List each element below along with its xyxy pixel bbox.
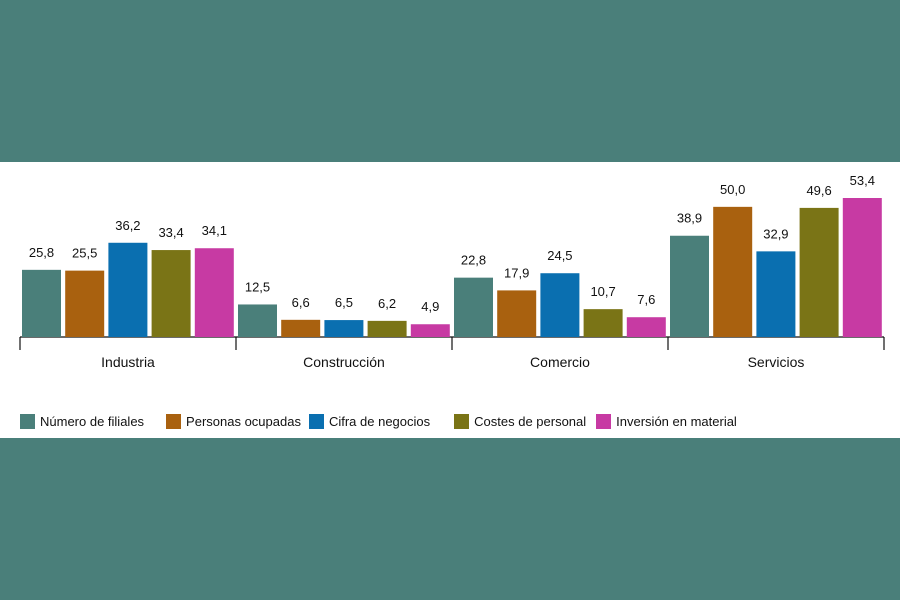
legend-item-costes-personal: Costes de personal	[454, 414, 586, 429]
category-label: Comercio	[530, 354, 590, 370]
legend-item-inversion-material: Inversión en material	[596, 414, 737, 429]
bar	[194, 248, 234, 337]
legend-item-personas-ocupadas: Personas ocupadas	[166, 414, 301, 429]
data-label: 17,9	[504, 265, 529, 280]
bar	[454, 277, 493, 337]
data-label: 12,5	[245, 279, 270, 294]
legend-swatch	[166, 414, 182, 429]
legend-label: Costes de personal	[474, 414, 587, 429]
data-label: 4,9	[421, 299, 439, 314]
bar	[799, 207, 839, 337]
bar	[238, 304, 277, 337]
data-label: 34,1	[202, 223, 227, 238]
data-label: 7,6	[637, 292, 655, 307]
legend-swatch	[308, 414, 324, 429]
bar	[713, 206, 753, 337]
bar	[281, 319, 321, 337]
data-label: 22,8	[461, 253, 486, 268]
bar	[151, 250, 191, 337]
bar	[324, 320, 364, 337]
category-label: Construcción	[303, 354, 385, 370]
data-label: 36,2	[115, 218, 140, 233]
legend-item-numero-filiales: Número de filiales	[20, 414, 144, 429]
data-label: 49,6	[806, 183, 831, 198]
bar	[65, 270, 105, 337]
legend-label: Número de filiales	[40, 414, 145, 429]
bar	[540, 273, 580, 337]
data-label: 53,4	[850, 173, 875, 188]
legend: Número de filiales Personas ocupadas Cif…	[20, 414, 737, 429]
data-label: 25,8	[29, 245, 54, 260]
bar	[410, 324, 450, 337]
legend-swatch	[20, 414, 35, 429]
bar	[626, 317, 666, 337]
legend-label: Inversión en material	[616, 414, 737, 429]
data-label: 6,6	[292, 295, 310, 310]
data-label: 6,2	[378, 296, 396, 311]
data-label: 10,7	[590, 284, 615, 299]
data-label: 25,5	[72, 246, 97, 261]
data-label: 33,4	[158, 225, 183, 240]
chart-panel: 25,8 25,5 36,2 33,4 34,1 Industria 12,5 6,6 6,5 6…	[0, 162, 900, 438]
category-label: Industria	[101, 354, 155, 370]
legend-label: Cifra de negocios	[328, 414, 431, 429]
bar	[842, 198, 882, 337]
legend-item-cifra-negocios: Cifra de negocios	[308, 414, 431, 429]
bar	[497, 290, 537, 337]
bar-chart: 25,8 25,5 36,2 33,4 34,1 Industria 12,5 6,6 6,5 6…	[19, 173, 885, 370]
data-label: 32,9	[763, 226, 788, 241]
bar	[756, 251, 796, 337]
bar	[367, 320, 407, 337]
bar	[108, 242, 148, 337]
data-label: 6,5	[335, 295, 353, 310]
bar	[22, 269, 61, 337]
legend-label: Personas ocupadas	[186, 414, 301, 429]
bar	[670, 235, 709, 337]
data-label: 50,0	[720, 182, 745, 197]
data-label: 24,5	[547, 248, 572, 263]
legend-swatch	[596, 414, 612, 429]
data-label: 38,9	[677, 211, 702, 226]
legend-swatch	[454, 414, 470, 429]
category-label: Servicios	[748, 354, 805, 370]
bar	[583, 309, 623, 337]
